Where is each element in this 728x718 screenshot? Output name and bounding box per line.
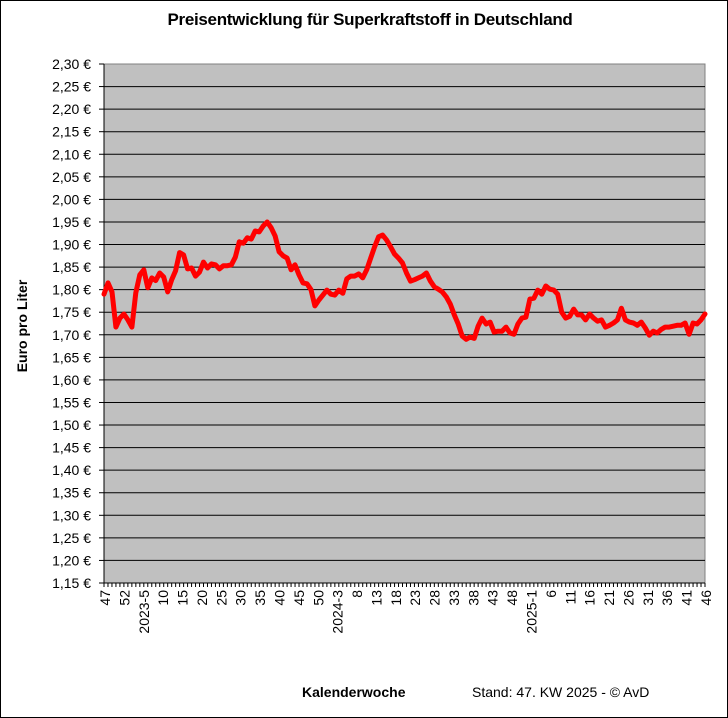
y-tick-label: 1,85 € bbox=[52, 259, 91, 275]
footnote: Stand: 47. KW 2025 - © AvD bbox=[472, 684, 650, 700]
x-tick-label: 47 bbox=[97, 590, 113, 606]
x-tick-label: 48 bbox=[504, 590, 520, 606]
y-tick-label: 1,70 € bbox=[52, 327, 91, 343]
y-tick-label: 1,55 € bbox=[52, 394, 91, 410]
chart-title: Preisentwicklung für Superkraftstoff in … bbox=[167, 10, 573, 29]
x-axis-label: Kalenderwoche bbox=[302, 684, 406, 700]
x-tick-label: 25 bbox=[213, 590, 229, 606]
y-tick-label: 2,15 € bbox=[52, 124, 91, 140]
x-tick-label: 21 bbox=[601, 590, 617, 606]
y-tick-label: 2,05 € bbox=[52, 169, 91, 185]
y-tick-label: 2,30 € bbox=[52, 56, 91, 72]
y-tick-label: 1,90 € bbox=[52, 237, 91, 253]
x-axis: 47 52 2023-5 10 15 20 25 30 35 40 45 50 2024-3 8 13 18 2… bbox=[97, 582, 714, 634]
y-tick-label: 2,00 € bbox=[52, 191, 91, 207]
x-tick-label: 45 bbox=[291, 590, 307, 606]
x-tick-label: 33 bbox=[446, 590, 462, 606]
x-tick-label: 2025-1 bbox=[524, 590, 540, 634]
x-tick-label: 28 bbox=[427, 590, 443, 606]
y-tick-label: 2,20 € bbox=[52, 101, 91, 117]
y-tick-label: 1,45 € bbox=[52, 440, 91, 456]
y-tick-label: 1,65 € bbox=[52, 349, 91, 365]
x-tick-label: 11 bbox=[562, 590, 578, 605]
y-tick-label: 2,10 € bbox=[52, 146, 91, 162]
x-tick-label: 43 bbox=[485, 590, 501, 606]
x-tick-label: 36 bbox=[659, 590, 675, 606]
y-tick-label: 1,20 € bbox=[52, 552, 91, 568]
x-tick-label: 35 bbox=[252, 590, 268, 606]
y-tick-label: 1,75 € bbox=[52, 304, 91, 320]
x-tick-label: 26 bbox=[620, 590, 636, 606]
x-tick-label: 38 bbox=[465, 590, 481, 606]
x-tick-label: 41 bbox=[679, 590, 695, 606]
x-tick-label: 15 bbox=[175, 590, 191, 606]
y-tick-label: 1,35 € bbox=[52, 485, 91, 501]
y-tick-label: 1,80 € bbox=[52, 282, 91, 298]
x-tick-label: 40 bbox=[271, 590, 287, 606]
x-tick-label: 31 bbox=[640, 590, 656, 606]
x-tick-label: 10 bbox=[155, 590, 171, 606]
x-tick-label: 50 bbox=[310, 590, 326, 606]
x-tick-label: 20 bbox=[194, 590, 210, 606]
x-tick-label: 30 bbox=[233, 590, 249, 606]
y-tick-label: 1,60 € bbox=[52, 372, 91, 388]
x-tick-label: 6 bbox=[543, 590, 559, 598]
x-tick-label: 2024-3 bbox=[330, 590, 346, 634]
x-tick-label: 16 bbox=[582, 590, 598, 606]
price-line bbox=[101, 219, 708, 342]
y-axis: 2,30 € 2,25 € 2,20 € 2,15 € 2,10 € 2,05 € 2,00… bbox=[52, 56, 105, 591]
x-tick-label: 18 bbox=[388, 590, 404, 606]
x-tick-label: 46 bbox=[698, 590, 714, 606]
y-tick-label: 1,95 € bbox=[52, 214, 91, 230]
y-tick-label: 1,30 € bbox=[52, 507, 91, 523]
x-tick-label: 2023-5 bbox=[136, 590, 152, 634]
y-tick-label: 1,50 € bbox=[52, 417, 91, 433]
y-tick-label: 1,40 € bbox=[52, 462, 91, 478]
y-tick-label: 1,15 € bbox=[52, 575, 91, 591]
x-tick-label: 52 bbox=[116, 590, 132, 606]
x-tick-label: 13 bbox=[368, 590, 384, 606]
x-tick-label: 8 bbox=[349, 590, 365, 598]
y-tick-label: 2,25 € bbox=[52, 79, 91, 95]
y-tick-label: 1,25 € bbox=[52, 530, 91, 546]
x-tick-label: 23 bbox=[407, 590, 423, 606]
